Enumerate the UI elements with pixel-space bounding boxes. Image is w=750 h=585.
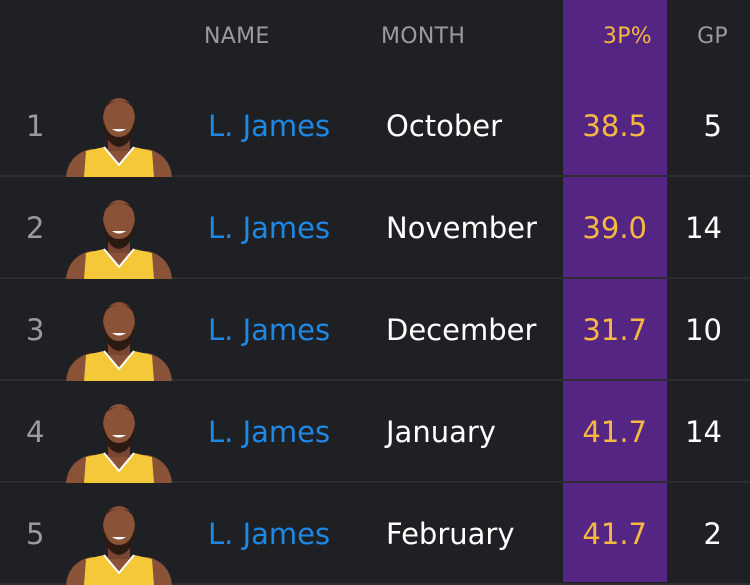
three-point-pct: 41.7 (582, 517, 647, 551)
three-point-pct: 38.5 (582, 109, 647, 143)
rank: 2 (26, 211, 45, 245)
header-name[interactable]: NAME (204, 24, 270, 49)
player-name-link[interactable]: L. James (208, 211, 331, 245)
games-played: 10 (685, 313, 722, 347)
rank: 1 (26, 109, 45, 143)
three-point-pct: 39.0 (582, 211, 647, 245)
games-played: 2 (703, 517, 722, 551)
player-avatar (66, 98, 172, 177)
three-point-pct: 41.7 (582, 415, 647, 449)
header-month[interactable]: MONTH (381, 24, 466, 49)
month: February (386, 517, 515, 551)
player-name-link[interactable]: L. James (208, 415, 331, 449)
player-name-link[interactable]: L. James (208, 109, 331, 143)
table-row[interactable]: 2 L. James November 39.0 14 (0, 177, 750, 279)
three-point-pct: 31.7 (582, 313, 647, 347)
header-gp[interactable]: GP (697, 24, 728, 49)
table-row[interactable]: 1 L. James October 38.5 5 (0, 75, 750, 177)
player-name-link[interactable]: L. James (208, 517, 331, 551)
rank: 4 (26, 415, 45, 449)
table-row[interactable]: 4 L. James January 41.7 14 (0, 381, 750, 483)
month: December (386, 313, 537, 347)
month: January (386, 415, 496, 449)
rank: 3 (26, 313, 45, 347)
player-avatar (66, 200, 172, 279)
table-header: NAME MONTH 3P% GP (0, 0, 750, 75)
rank: 5 (26, 517, 45, 551)
player-avatar (66, 302, 172, 381)
table-row[interactable]: 3 L. James December 31.7 10 (0, 279, 750, 381)
player-avatar (66, 506, 172, 585)
player-avatar (66, 404, 172, 483)
games-played: 5 (703, 109, 722, 143)
month: October (386, 109, 503, 143)
games-played: 14 (685, 211, 722, 245)
games-played: 14 (685, 415, 722, 449)
header-3p-pct[interactable]: 3P% (602, 24, 652, 49)
table-row[interactable]: 5 L. James February 41.7 2 (0, 483, 750, 585)
month: November (386, 211, 537, 245)
sorted-column-highlight (563, 0, 667, 582)
player-name-link[interactable]: L. James (208, 313, 331, 347)
